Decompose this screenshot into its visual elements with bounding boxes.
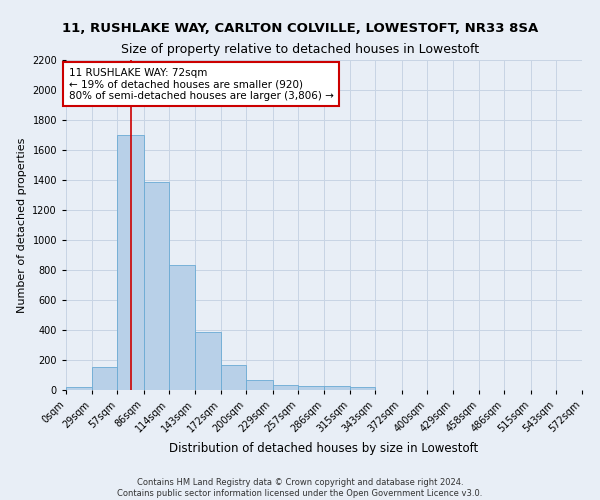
X-axis label: Distribution of detached houses by size in Lowestoft: Distribution of detached houses by size … (169, 442, 479, 456)
Bar (272, 385, 298, 390)
Bar (298, 386, 324, 390)
Bar (350, 387, 376, 390)
Bar (143, 182, 169, 390)
Text: 11 RUSHLAKE WAY: 72sqm
← 19% of detached houses are smaller (920)
80% of semi-de: 11 RUSHLAKE WAY: 72sqm ← 19% of detached… (69, 68, 334, 100)
Bar (247, 380, 272, 390)
Y-axis label: Number of detached properties: Number of detached properties (17, 138, 26, 312)
Bar (169, 265, 195, 390)
Bar (118, 135, 143, 390)
Bar (92, 367, 118, 390)
Text: Contains HM Land Registry data © Crown copyright and database right 2024.
Contai: Contains HM Land Registry data © Crown c… (118, 478, 482, 498)
Bar (195, 332, 221, 390)
Bar (221, 365, 247, 390)
Text: 11, RUSHLAKE WAY, CARLTON COLVILLE, LOWESTOFT, NR33 8SA: 11, RUSHLAKE WAY, CARLTON COLVILLE, LOWE… (62, 22, 538, 36)
Text: Size of property relative to detached houses in Lowestoft: Size of property relative to detached ho… (121, 42, 479, 56)
Bar (324, 386, 350, 390)
Bar (66, 387, 92, 390)
